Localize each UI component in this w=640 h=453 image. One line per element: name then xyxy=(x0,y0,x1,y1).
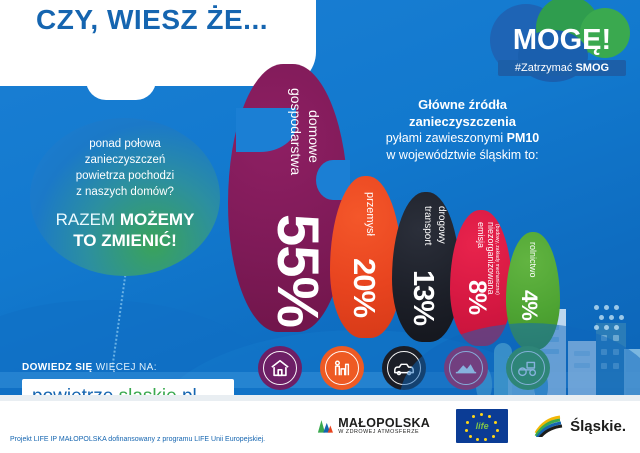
footer-note: Projekt LIFE IP MAŁOPOLSKA dofinansowany… xyxy=(10,436,266,443)
footer-strip xyxy=(0,395,640,401)
intro-line-1: Główne źródła xyxy=(418,97,507,112)
house-icon[interactable] xyxy=(258,346,302,390)
malopolska-title: MAŁOPOLSKA xyxy=(338,415,431,430)
balloon-body xyxy=(330,176,402,338)
balloon-value-55: 55% xyxy=(265,214,330,328)
intro-text: Główne źródła zanieczyszczenia pyłami za… xyxy=(340,96,585,164)
eu-flag-logo: life xyxy=(456,409,509,443)
page-title: CZY, WIESZ ŻE... xyxy=(36,4,269,35)
balloon-label-transport: transport xyxy=(422,206,433,246)
balloon-label-emisja: emisja xyxy=(476,222,486,249)
cta-lead-bold: DOWIEDZ SIĘ xyxy=(22,362,96,373)
balloon-value-20: 20% xyxy=(347,258,382,318)
decorative-dots xyxy=(594,305,634,331)
balloon-transport-drogowy: 13% transport drogowy xyxy=(392,192,460,342)
left-slogan-mozemy: MOŻEMY xyxy=(119,210,195,229)
logo-hashtag-prefix: #Zatrzymać xyxy=(514,62,576,74)
balloon-label-line2: domowe xyxy=(306,110,322,163)
malopolska-logo: MAŁOPOLSKA W ZDROWEJ ATMOSFERZE xyxy=(317,415,431,436)
icon-ring xyxy=(263,351,297,385)
icon-ring xyxy=(325,351,359,385)
balloon-label-niezorganizowana: niezorganizowana xyxy=(486,222,496,295)
logo-blob-green-small xyxy=(580,8,630,58)
balloon-label-domowe: domowe xyxy=(306,110,322,163)
balloon-value-13: 13% xyxy=(407,270,439,326)
balloon-body xyxy=(392,192,460,342)
left-slogan: RAZEM MOŻEMY TO ZMIENIĆ! xyxy=(44,209,206,251)
intro-line-3: pyłami zawieszonymi PM10 xyxy=(340,130,585,147)
intro-line-3-pre: pyłami zawieszonymi xyxy=(385,131,507,145)
logo-wordmark: MOGĘ! xyxy=(512,24,612,56)
left-paragraph-line-3: powietrza pochodzi xyxy=(75,170,175,182)
malopolska-subtitle: W ZDROWEJ ATMOSFERZE xyxy=(338,428,420,435)
left-message-circle: ponad połowa zanieczyszczeń powietrza po… xyxy=(30,118,220,276)
balloon-body xyxy=(450,210,512,346)
cta-lead-text: DOWIEDZ SIĘ WIĘCEJ NA: xyxy=(22,362,234,373)
intro-pm10: PM10 xyxy=(506,131,540,145)
slaskie-logo: Śląskie. xyxy=(534,415,626,437)
cta-lead-light: WIĘCEJ NA: xyxy=(95,362,157,373)
logo-hashtag-smog: SMOG xyxy=(575,62,610,74)
logo-hashtag: #Zatrzymać SMOG xyxy=(498,60,626,76)
balloon-sublabel-emisja: (budowy, zakłady mechaniczne) xyxy=(494,224,500,295)
balloon-value-4: 4% xyxy=(517,290,542,320)
balloon-przemysl: 20% przemysł xyxy=(330,176,402,338)
intro-line-4: w województwie śląskim to: xyxy=(386,148,539,162)
slaskie-wave-icon xyxy=(534,415,563,437)
left-paragraph-line-4: z naszych domów? xyxy=(76,186,174,198)
left-slogan-to-zmienic: TO ZMIENIĆ! xyxy=(73,231,177,250)
intro-line-2: zanieczyszczenia xyxy=(409,114,516,129)
left-paragraph: ponad połowa zanieczyszczeń powietrza po… xyxy=(44,136,206,200)
balloon-label-line1: gospodarstwa xyxy=(288,88,304,176)
moge-logo: MOGĘ! #Zatrzymać SMOG xyxy=(484,0,634,96)
malopolska-mark-icon xyxy=(318,420,334,434)
left-paragraph-line-1: ponad połowa xyxy=(89,138,161,150)
left-paragraph-line-2: zanieczyszczeń xyxy=(84,154,166,166)
balloon-value-8: 8% xyxy=(463,280,491,315)
slaskie-wordmark: Śląskie. xyxy=(570,417,626,435)
eu-life-text: life xyxy=(475,421,489,431)
balloon-emisja-niezorganizowana: 8% emisja niezorganizowana (budowy, zakł… xyxy=(450,210,512,346)
balloon-gospodarstwa-domowe: 55% gospodarstwa domowe xyxy=(228,64,350,332)
balloon-label-gospodarstwa: gospodarstwa xyxy=(288,88,304,175)
footer-logos: MAŁOPOLSKA W ZDROWEJ ATMOSFERZE life xyxy=(317,409,626,443)
left-slogan-razem: RAZEM xyxy=(55,210,120,229)
balloon-label-przemysl: przemysł xyxy=(364,192,376,237)
factory-icon[interactable] xyxy=(320,346,364,390)
balloon-label-drogowy: drogowy xyxy=(436,206,447,244)
balloon-label-rolnictwo: rolnictwo xyxy=(528,242,538,278)
